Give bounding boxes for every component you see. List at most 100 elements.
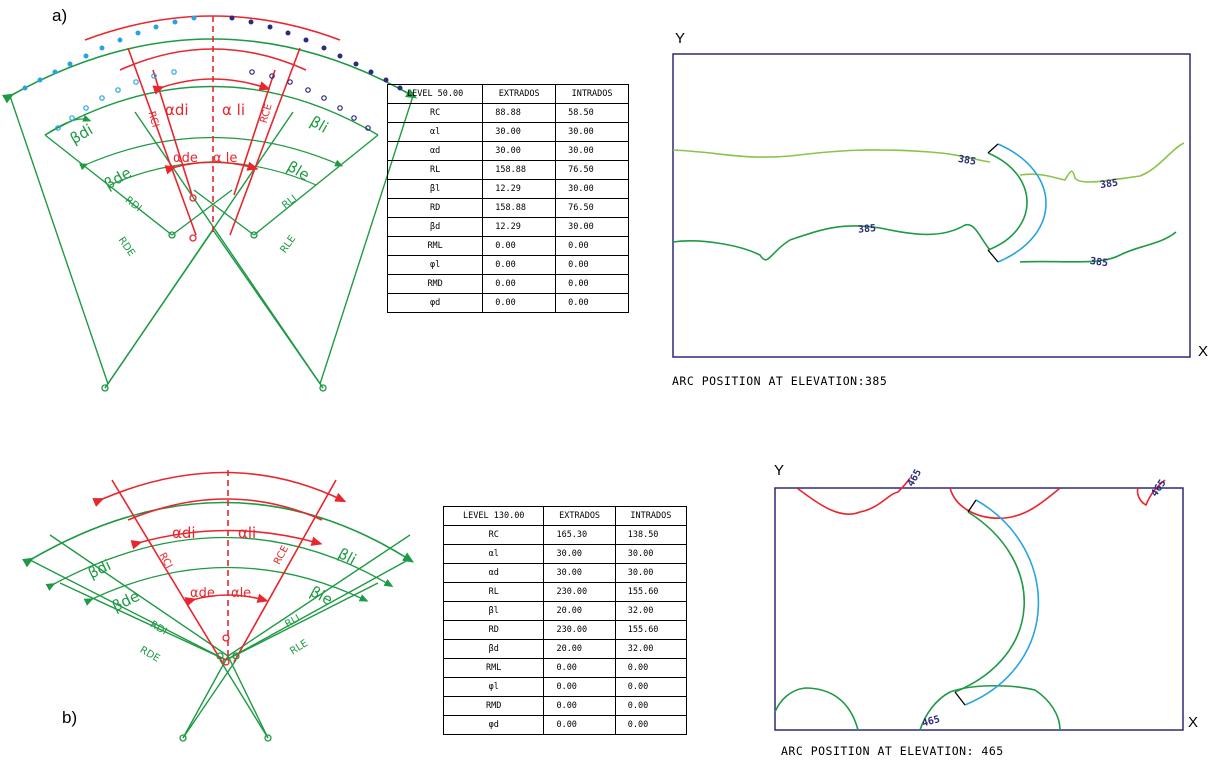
extrados-cell: 0.00: [543, 715, 616, 735]
extrados-cell: 0.00: [543, 696, 616, 716]
label-alpha-li-b: αli: [238, 524, 256, 542]
table-row: RD 230.00 155.60: [442, 620, 688, 640]
parameter-cell: RC: [386, 103, 484, 123]
extrados-cell: 0.00: [482, 274, 557, 294]
intrados-cell: 138.50: [614, 525, 688, 545]
contour-label-385-2: 385: [1099, 178, 1118, 191]
extrados-cell: 0.00: [543, 658, 616, 678]
extrados-cell: 0.00: [543, 677, 616, 697]
intrados-cell: 30.00: [555, 122, 629, 142]
parameter-cell: RD: [386, 198, 484, 218]
header-cell: EXTRADOS: [543, 506, 616, 526]
label-alpha-li-a: α li: [222, 101, 245, 119]
parameter-cell: βd: [386, 217, 484, 237]
label-alpha-de-a: αde: [173, 151, 198, 166]
extrados-cell: 0.00: [482, 293, 557, 313]
parameters-table-level-50: LEVEL 50.00 EXTRADOS INTRADOS RC 88.88 58.…: [386, 84, 629, 313]
table-row: RML 0.00 0.00: [386, 236, 629, 256]
intrados-cell: 30.00: [555, 179, 629, 199]
intrados-cell: 32.00: [614, 639, 688, 659]
parameter-cell: βl: [442, 601, 545, 621]
extrados-cell: 20.00: [543, 601, 616, 621]
intrados-cell: 76.50: [555, 160, 629, 180]
header-cell: INTRADOS: [555, 84, 629, 104]
table-header-row: LEVEL 50.00 EXTRADOS INTRADOS: [386, 84, 629, 104]
intrados-cell: 30.00: [614, 544, 688, 564]
label-alpha-di-a: αdi: [165, 101, 189, 119]
parameter-cell: βl: [386, 179, 484, 199]
label-rce-a: RCE: [259, 103, 275, 125]
label-alpha-de-b: αde: [190, 586, 215, 601]
table-row: RL 158.88 76.50: [386, 160, 629, 180]
plan-a-caption: ARC POSITION AT ELEVATION:385: [672, 374, 888, 388]
extrados-cell: 20.00: [543, 639, 616, 659]
intrados-cell: 0.00: [555, 236, 629, 256]
parameter-cell: φl: [442, 677, 545, 697]
plan-b-x-axis: X: [1188, 714, 1199, 731]
table-row: RC 165.30 138.50: [442, 525, 688, 545]
label-alpha-le-b: αle: [231, 586, 251, 601]
parameter-cell: RML: [442, 658, 545, 678]
panel-label-b: b): [62, 708, 78, 727]
plan-b-y-axis: Y: [774, 462, 785, 479]
intrados-cell: 155.60: [614, 582, 688, 602]
table-row: αl 30.00 30.00: [386, 122, 629, 142]
parameter-cell: αl: [386, 122, 484, 142]
parameter-cell: RD: [442, 620, 545, 640]
table-header-row: LEVEL 130.00 EXTRADOS INTRADOS: [442, 506, 688, 526]
extrados-cell: 158.88: [482, 160, 557, 180]
table-row: RD 158.88 76.50: [386, 198, 629, 218]
extrados-cell: 30.00: [543, 544, 616, 564]
table-row: RMD 0.00 0.00: [386, 274, 629, 294]
intrados-cell: 0.00: [555, 274, 629, 294]
label-alpha-di-b: αdi: [172, 524, 196, 542]
parameter-cell: RL: [386, 160, 484, 180]
parameter-cell: φl: [386, 255, 484, 275]
parameter-cell: φd: [386, 293, 484, 313]
parameter-cell: βd: [442, 639, 545, 659]
table-row: βl 12.29 30.00: [386, 179, 629, 199]
header-cell: LEVEL 130.00: [442, 506, 545, 526]
extrados-cell: 165.30: [543, 525, 616, 545]
parameter-cell: αd: [442, 563, 545, 583]
extrados-cell: 30.00: [543, 563, 616, 583]
extrados-cell: 230.00: [543, 582, 616, 602]
contour-label-465-3: 465: [921, 714, 941, 729]
table-row: φl 0.00 0.00: [442, 677, 688, 697]
extrados-cell: 30.00: [482, 122, 557, 142]
table-row: RL 230.00 155.60: [442, 582, 688, 602]
header-cell: EXTRADOS: [482, 84, 557, 104]
plan-b-caption: ARC POSITION AT ELEVATION: 465: [781, 744, 1004, 758]
header-cell: LEVEL 50.00: [386, 84, 484, 104]
contour-label-465-1: 465: [906, 468, 925, 489]
extrados-cell: 230.00: [543, 620, 616, 640]
parameter-cell: RMD: [442, 696, 545, 716]
intrados-cell: 0.00: [614, 658, 688, 678]
contour-label-385-4: 385: [1089, 256, 1108, 269]
table-row: αd 30.00 30.00: [442, 563, 688, 583]
extrados-cell: 12.29: [482, 179, 557, 199]
table-row: αl 30.00 30.00: [442, 544, 688, 564]
parameter-cell: RML: [386, 236, 484, 256]
intrados-cell: 76.50: [555, 198, 629, 218]
panel-label-a: a): [52, 6, 68, 25]
parameter-cell: RC: [442, 525, 545, 545]
parameter-cell: RMD: [386, 274, 484, 294]
intrados-cell: 30.00: [555, 141, 629, 161]
table-row: RMD 0.00 0.00: [442, 696, 688, 716]
table-row: αd 30.00 30.00: [386, 141, 629, 161]
intrados-cell: 0.00: [555, 255, 629, 275]
intrados-cell: 0.00: [614, 715, 688, 735]
parameter-cell: RL: [442, 582, 545, 602]
contour-label-385-3: 385: [858, 223, 877, 236]
label-alpha-le-a: α le: [213, 151, 237, 166]
intrados-cell: 58.50: [555, 103, 629, 123]
parameters-table-level-130: LEVEL 130.00 EXTRADOS INTRADOS RC 165.30 1…: [442, 506, 688, 735]
plan-a-y-axis: Y: [675, 30, 686, 47]
table-row: RML 0.00 0.00: [442, 658, 688, 678]
parameter-cell: αd: [386, 141, 484, 161]
intrados-cell: 0.00: [614, 677, 688, 697]
